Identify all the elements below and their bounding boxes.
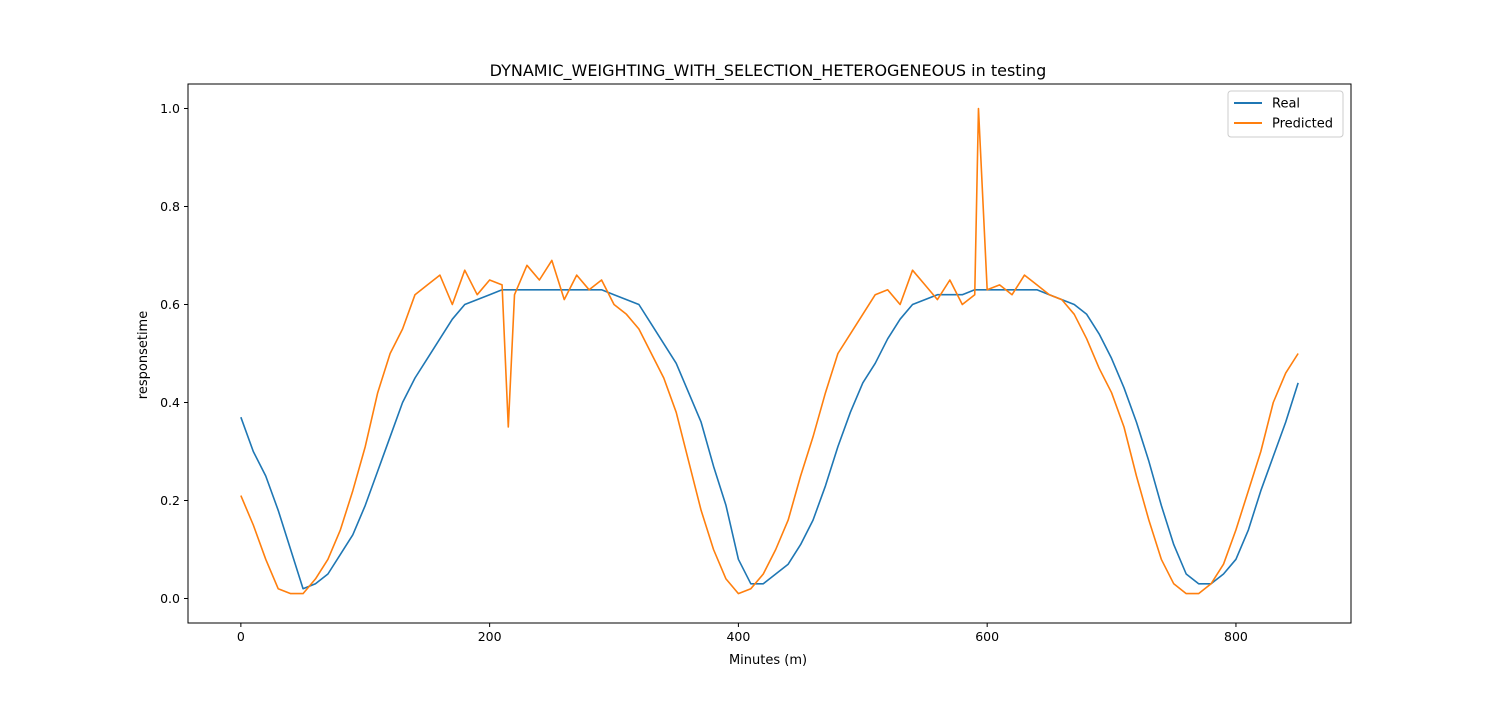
x-tick-label: 0	[237, 629, 245, 644]
plot-lines	[240, 107, 1299, 595]
chart-title: DYNAMIC_WEIGHTING_WITH_SELECTION_HETEROG…	[490, 61, 1047, 81]
legend-label-real: Real	[1272, 97, 1300, 112]
legend-label-predicted: Predicted	[1272, 117, 1333, 132]
series-line-real	[240, 288, 1299, 590]
x-tick-label: 600	[975, 629, 999, 644]
y-tick-label: 0.4	[160, 395, 180, 410]
x-tick-label: 800	[1224, 629, 1248, 644]
x-axis-ticks: 0 200 400 600 800	[237, 623, 1248, 644]
y-tick-label: 1.0	[160, 101, 180, 116]
y-axis-label: responsetime	[136, 311, 151, 399]
y-tick-label: 0.2	[160, 493, 180, 508]
legend: Real Predicted	[1227, 90, 1344, 138]
y-tick-label: 0.6	[160, 297, 180, 312]
y-axis-ticks: 0.0 0.2 0.4 0.6 0.8 1.0	[160, 101, 188, 606]
x-tick-label: 400	[726, 629, 750, 644]
plot-frame	[187, 83, 1352, 624]
x-tick-label: 200	[478, 629, 502, 644]
y-tick-label: 0.8	[160, 199, 180, 214]
x-axis-label: Minutes (m)	[729, 653, 807, 668]
y-tick-label: 0.0	[160, 591, 180, 606]
series-line-predicted	[240, 107, 1299, 595]
